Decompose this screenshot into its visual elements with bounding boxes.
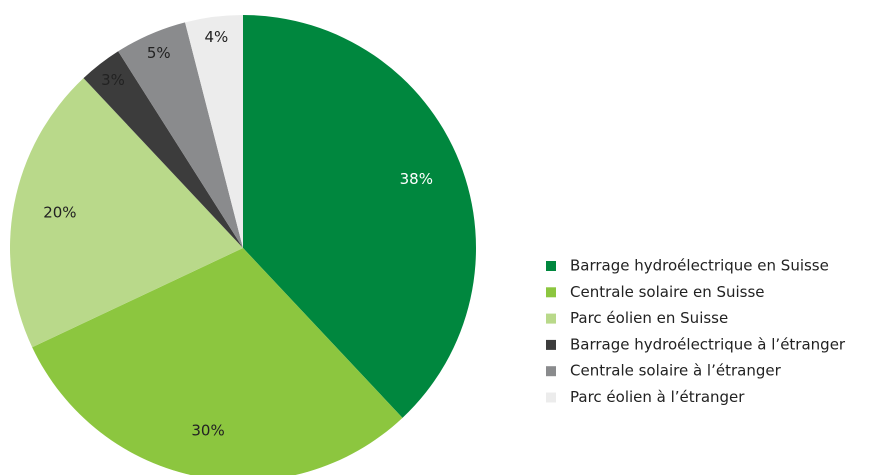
slice-label: 30% bbox=[191, 422, 224, 440]
legend-label: Barrage hydroélectrique en Suisse bbox=[570, 257, 829, 275]
pie-slice bbox=[118, 22, 243, 248]
pie-slice bbox=[83, 51, 244, 249]
legend-label: Barrage hydroélectrique à l’étranger bbox=[570, 335, 846, 353]
pie-slice bbox=[9, 78, 243, 348]
legend-label: Centrale solaire en Suisse bbox=[570, 283, 765, 301]
legend-swatch bbox=[546, 261, 556, 271]
legend-swatch bbox=[546, 339, 556, 350]
legend-label: Centrale solaire à l’étranger bbox=[570, 362, 782, 380]
legend-swatch bbox=[546, 366, 556, 377]
legend-label: Parc éolien en Suisse bbox=[570, 309, 728, 327]
legend-swatch bbox=[546, 392, 556, 403]
slice-label: 20% bbox=[43, 204, 76, 222]
slice-label: 3% bbox=[101, 71, 125, 89]
pie-slice bbox=[185, 15, 243, 248]
legend-label: Parc éolien à l’étranger bbox=[570, 388, 745, 406]
pie-slice bbox=[32, 248, 403, 475]
legend-swatch bbox=[546, 287, 556, 298]
slice-label: 5% bbox=[147, 44, 171, 62]
legend-swatch bbox=[546, 313, 556, 324]
pie-slice bbox=[243, 15, 477, 418]
slice-label: 38% bbox=[400, 170, 433, 188]
slice-label: 4% bbox=[205, 28, 229, 46]
